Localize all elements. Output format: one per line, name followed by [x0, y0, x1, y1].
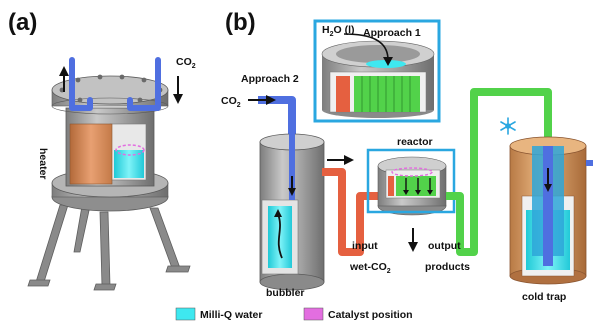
input-label: input: [352, 240, 378, 252]
reactor-label: reactor: [397, 136, 433, 148]
output-label: output: [428, 240, 461, 252]
snowflake-icon: [500, 117, 516, 135]
approach1-inset: [313, 19, 441, 123]
reactor-frame: [366, 148, 456, 214]
legend-swatch-catalyst: [303, 307, 324, 321]
legend: Milli-Q water Catalyst position: [175, 307, 413, 321]
reactor-cutaway: [109, 123, 147, 181]
h2o-label: H2O (l): [322, 24, 355, 38]
legend-swatch-water: [175, 307, 196, 321]
bubbler-vessel: [259, 100, 325, 291]
flow-arrow-to-reactor: [327, 155, 354, 165]
panel-b: (b): [221, 9, 593, 303]
reactor-b: [377, 156, 447, 216]
products-tube: [446, 88, 552, 256]
co2-inlet-arrow: [248, 95, 276, 105]
wet-co2-label: wet-CO2: [349, 261, 391, 275]
approach1-label: Approach 1: [363, 27, 421, 39]
panel-a-label: (a): [8, 9, 37, 36]
legend-label-water: Milli-Q water: [200, 309, 262, 321]
inlet-arrow-a: [173, 76, 183, 104]
legend-label-catalyst: Catalyst position: [328, 309, 413, 321]
co2-label-b: CO2: [221, 95, 241, 109]
reactor-stand-legs: [27, 204, 191, 291]
bubbler-label: bubbler: [266, 287, 305, 299]
wet-co2-tube: [322, 168, 380, 256]
panel-b-label: (b): [225, 9, 256, 36]
cold-trap-outlet: [586, 160, 593, 166]
gas-tubes-a: [69, 57, 161, 111]
flow-arrow-down: [408, 228, 418, 252]
heater-band: [69, 123, 113, 185]
catalyst-position-b: [391, 167, 433, 177]
approach2-label: Approach 2: [241, 73, 299, 85]
top-flange: [51, 74, 169, 115]
cold-trap-label: cold trap: [522, 291, 566, 303]
heater-label: heater: [37, 148, 49, 180]
catalyst-position-a: [115, 144, 145, 156]
panel-a: (a): [8, 9, 196, 291]
co2-label-a: CO2: [176, 56, 196, 70]
outlet-arrow-a: [59, 66, 69, 92]
products-label: products: [425, 261, 470, 273]
cold-trap-vessel: [509, 136, 593, 285]
